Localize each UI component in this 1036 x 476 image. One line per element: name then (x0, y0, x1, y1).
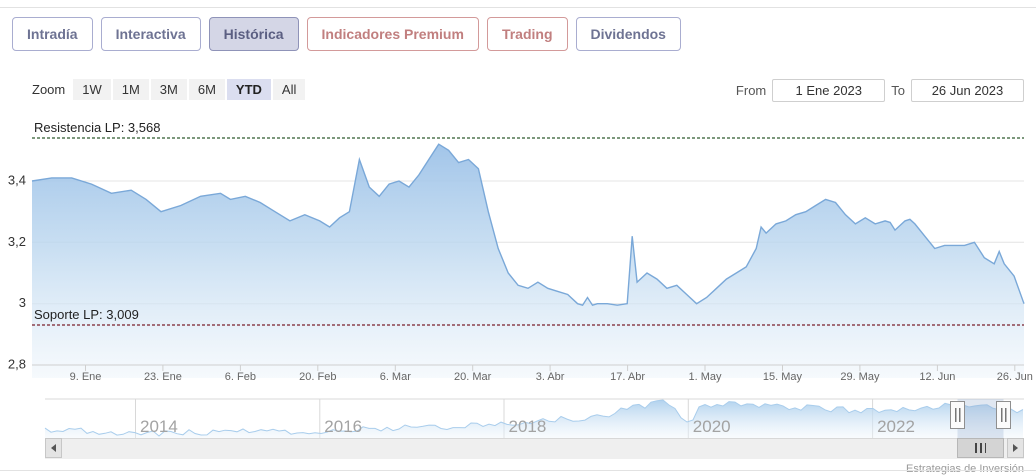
svg-text:2022: 2022 (877, 417, 915, 436)
svg-text:26. Jun: 26. Jun (997, 371, 1033, 383)
svg-text:6. Feb: 6. Feb (225, 371, 256, 383)
svg-text:23. Ene: 23. Ene (144, 371, 182, 383)
svg-text:1. May: 1. May (688, 371, 722, 383)
svg-text:9. Ene: 9. Ene (70, 371, 102, 383)
svg-text:20. Mar: 20. Mar (454, 371, 492, 383)
svg-text:3,2: 3,2 (8, 234, 26, 249)
svg-text:3: 3 (19, 295, 26, 310)
svg-text:12. Jun: 12. Jun (919, 371, 955, 383)
svg-text:2016: 2016 (324, 417, 362, 436)
svg-text:Soporte LP: 3,009: Soporte LP: 3,009 (34, 307, 139, 322)
svg-text:2014: 2014 (140, 417, 178, 436)
svg-text:15. May: 15. May (763, 371, 803, 383)
svg-text:2020: 2020 (693, 417, 731, 436)
svg-text:29. May: 29. May (840, 371, 880, 383)
svg-text:3. Abr: 3. Abr (536, 371, 565, 383)
svg-text:2,8: 2,8 (8, 357, 26, 372)
svg-text:20. Feb: 20. Feb (299, 371, 336, 383)
svg-text:3,4: 3,4 (8, 173, 26, 188)
svg-text:6. Mar: 6. Mar (380, 371, 412, 383)
svg-text:Resistencia LP: 3,568: Resistencia LP: 3,568 (34, 120, 160, 135)
svg-text:2018: 2018 (509, 417, 547, 436)
svg-text:17. Abr: 17. Abr (610, 371, 645, 383)
